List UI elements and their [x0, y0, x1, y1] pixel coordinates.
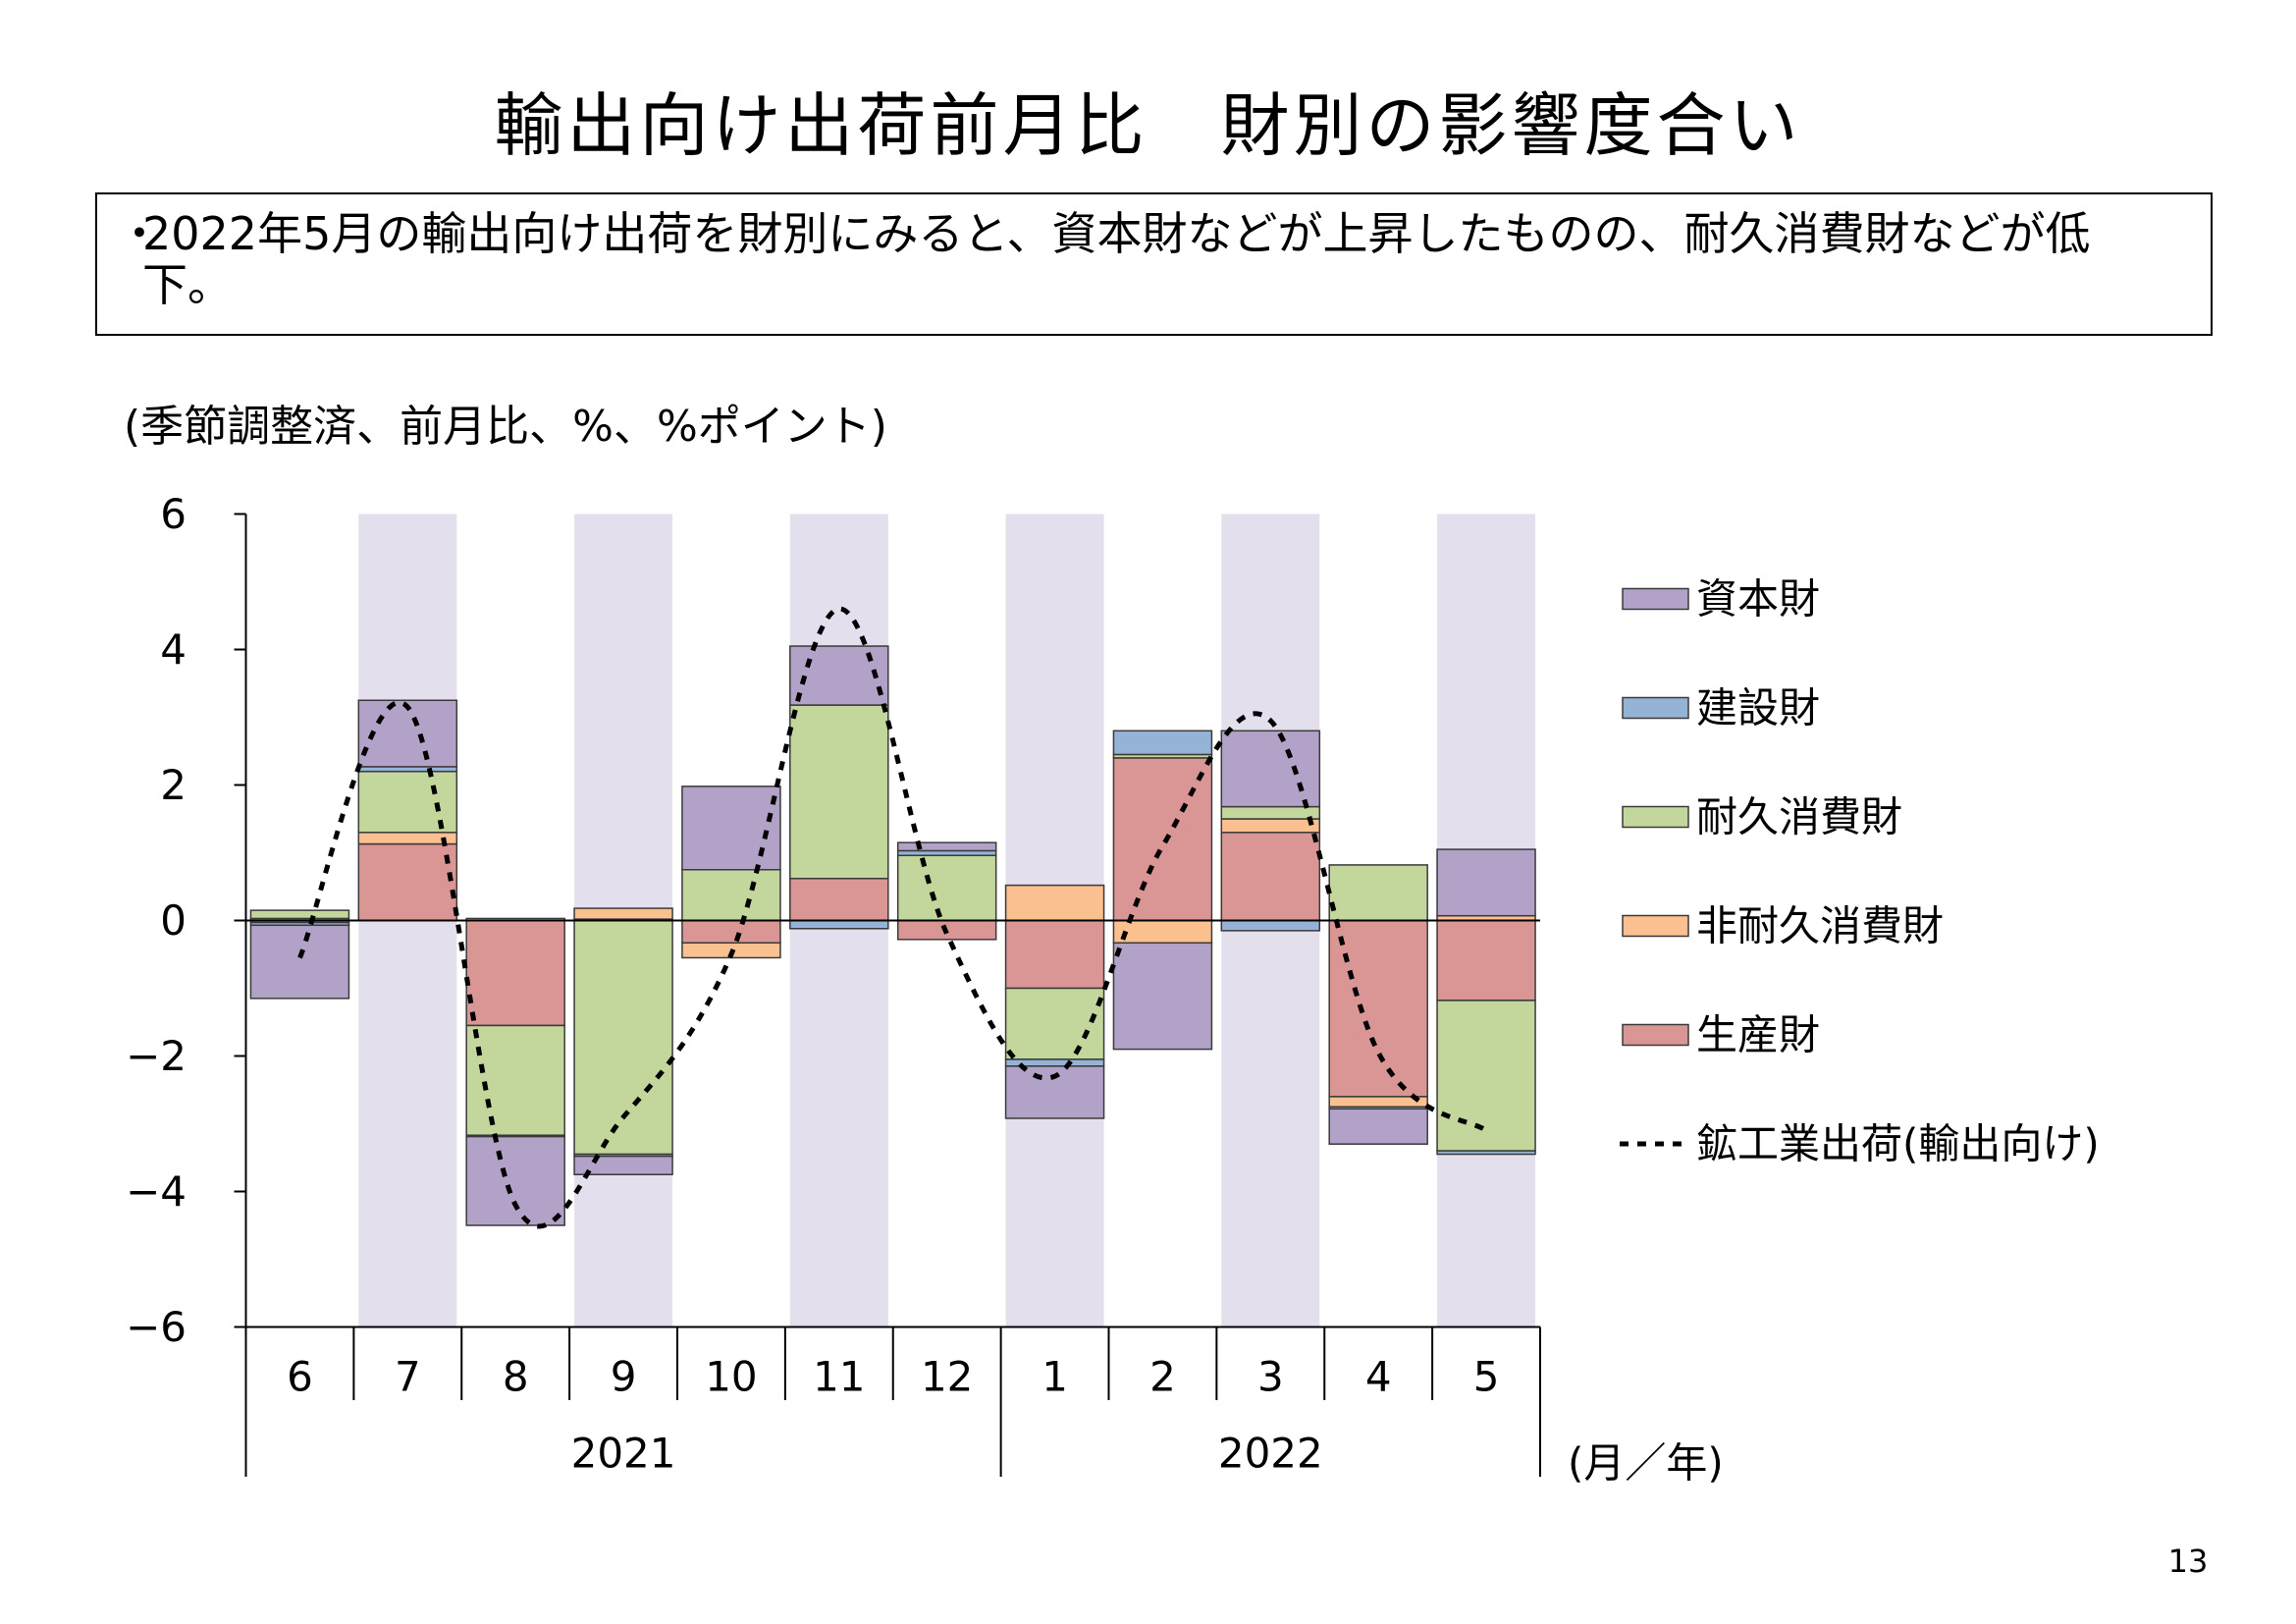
bar-segment	[789, 919, 889, 930]
bar-segment	[1220, 919, 1321, 932]
x-category-label: 8	[503, 1353, 529, 1401]
y-tick-label: 2	[160, 761, 187, 809]
bar-segment	[1436, 848, 1536, 917]
bar-segment	[1328, 864, 1428, 922]
summary-line: 下。	[142, 258, 233, 311]
x-category-label: 7	[395, 1353, 421, 1401]
bar-segment	[357, 842, 458, 922]
summary-box: ・ 2022年5月の輸出向け出荷を財別にみると、資本財などが上昇したものの、耐久…	[95, 192, 2213, 336]
legend-swatch	[1622, 914, 1689, 938]
bar-segment	[249, 909, 350, 920]
chart-unit-label: (季節調整済、前月比、%、%ポイント)	[124, 402, 887, 452]
x-category-label: 6	[287, 1353, 313, 1401]
bar-segment	[681, 869, 781, 922]
x-category-label: 1	[1041, 1353, 1068, 1401]
line-series-path	[297, 606, 1488, 1229]
legend-swatch	[1622, 696, 1689, 720]
page-title: 輸出向け出荷前月比 財別の影響度合い	[494, 85, 1802, 166]
bar-segment	[681, 919, 781, 945]
legend-swatch	[1622, 1023, 1689, 1047]
bar-segment	[1436, 1000, 1536, 1152]
bar-segment	[789, 704, 889, 880]
bar-segment	[573, 1155, 673, 1175]
bar-segment	[896, 854, 997, 922]
bar-segment	[357, 699, 458, 768]
bar-segment	[1112, 942, 1213, 1051]
legend-label: 耐久消費財	[1696, 793, 1902, 841]
bar-segment	[1220, 832, 1321, 922]
x-category-label: 10	[705, 1353, 757, 1401]
x-category-label: 11	[813, 1353, 865, 1401]
bar-segment	[465, 919, 565, 1027]
bar-segment	[573, 907, 673, 920]
y-tick-label: 0	[160, 896, 187, 945]
x-axis-unit-label: (月／年)	[1568, 1439, 1724, 1488]
x-category-label: 4	[1365, 1353, 1392, 1401]
bar-segment	[465, 1135, 565, 1226]
legend-label: 資本財	[1696, 575, 1820, 623]
page-number: 13	[2167, 1543, 2209, 1580]
bar-segment	[1436, 919, 1536, 1001]
legend-label: 鉱工業出荷(輸出向け)	[1696, 1120, 2100, 1168]
bar-segment	[1220, 818, 1321, 834]
bar-segment	[681, 785, 781, 871]
x-category-label: 3	[1257, 1353, 1284, 1401]
summary-text: 2022年5月の輸出向け出荷を財別にみると、資本財などが上昇したものの、耐久消費…	[142, 208, 2091, 310]
legend-swatch	[1622, 805, 1689, 829]
legend-label: 建設財	[1696, 684, 1820, 732]
bar-segment	[1328, 919, 1428, 1098]
bar-segment	[789, 877, 889, 922]
x-category-label: 2	[1149, 1353, 1176, 1401]
x-year-label: 2021	[571, 1430, 676, 1478]
legend-swatch	[1622, 587, 1689, 611]
x-year-label: 2022	[1218, 1430, 1323, 1478]
bar-segment	[1328, 1108, 1428, 1145]
bar-segment	[1004, 987, 1105, 1060]
bar-segment	[1004, 884, 1105, 922]
summary-line: 2022年5月の輸出向け出荷を財別にみると、資本財などが上昇したものの、耐久消費…	[142, 207, 2091, 260]
bar-segment	[1004, 919, 1105, 990]
summary-bullet: ・	[117, 207, 162, 260]
bar-segment	[896, 841, 997, 852]
bar-segment	[465, 1024, 565, 1136]
stacked-bars	[249, 645, 1536, 1226]
y-tick-label: −4	[126, 1167, 187, 1216]
bar-segment	[1112, 919, 1213, 945]
bar-segment	[1436, 1150, 1536, 1156]
y-tick-label: 6	[160, 490, 187, 538]
x-category-label: 12	[921, 1353, 973, 1401]
legend-label: 非耐久消費財	[1696, 902, 1944, 950]
x-category-label: 9	[611, 1353, 637, 1401]
bar-segment	[789, 645, 889, 706]
bar-segment	[1112, 730, 1213, 756]
y-tick-label: −2	[126, 1032, 187, 1080]
legend-label: 生産財	[1696, 1011, 1820, 1059]
y-tick-label: 4	[160, 625, 187, 674]
y-tick-label: −6	[126, 1303, 187, 1351]
bar-segment	[1112, 757, 1213, 922]
bar-segment	[249, 924, 350, 1000]
x-category-label: 5	[1473, 1353, 1500, 1401]
bar-segment	[1220, 730, 1321, 808]
bar-segment	[573, 919, 673, 1156]
